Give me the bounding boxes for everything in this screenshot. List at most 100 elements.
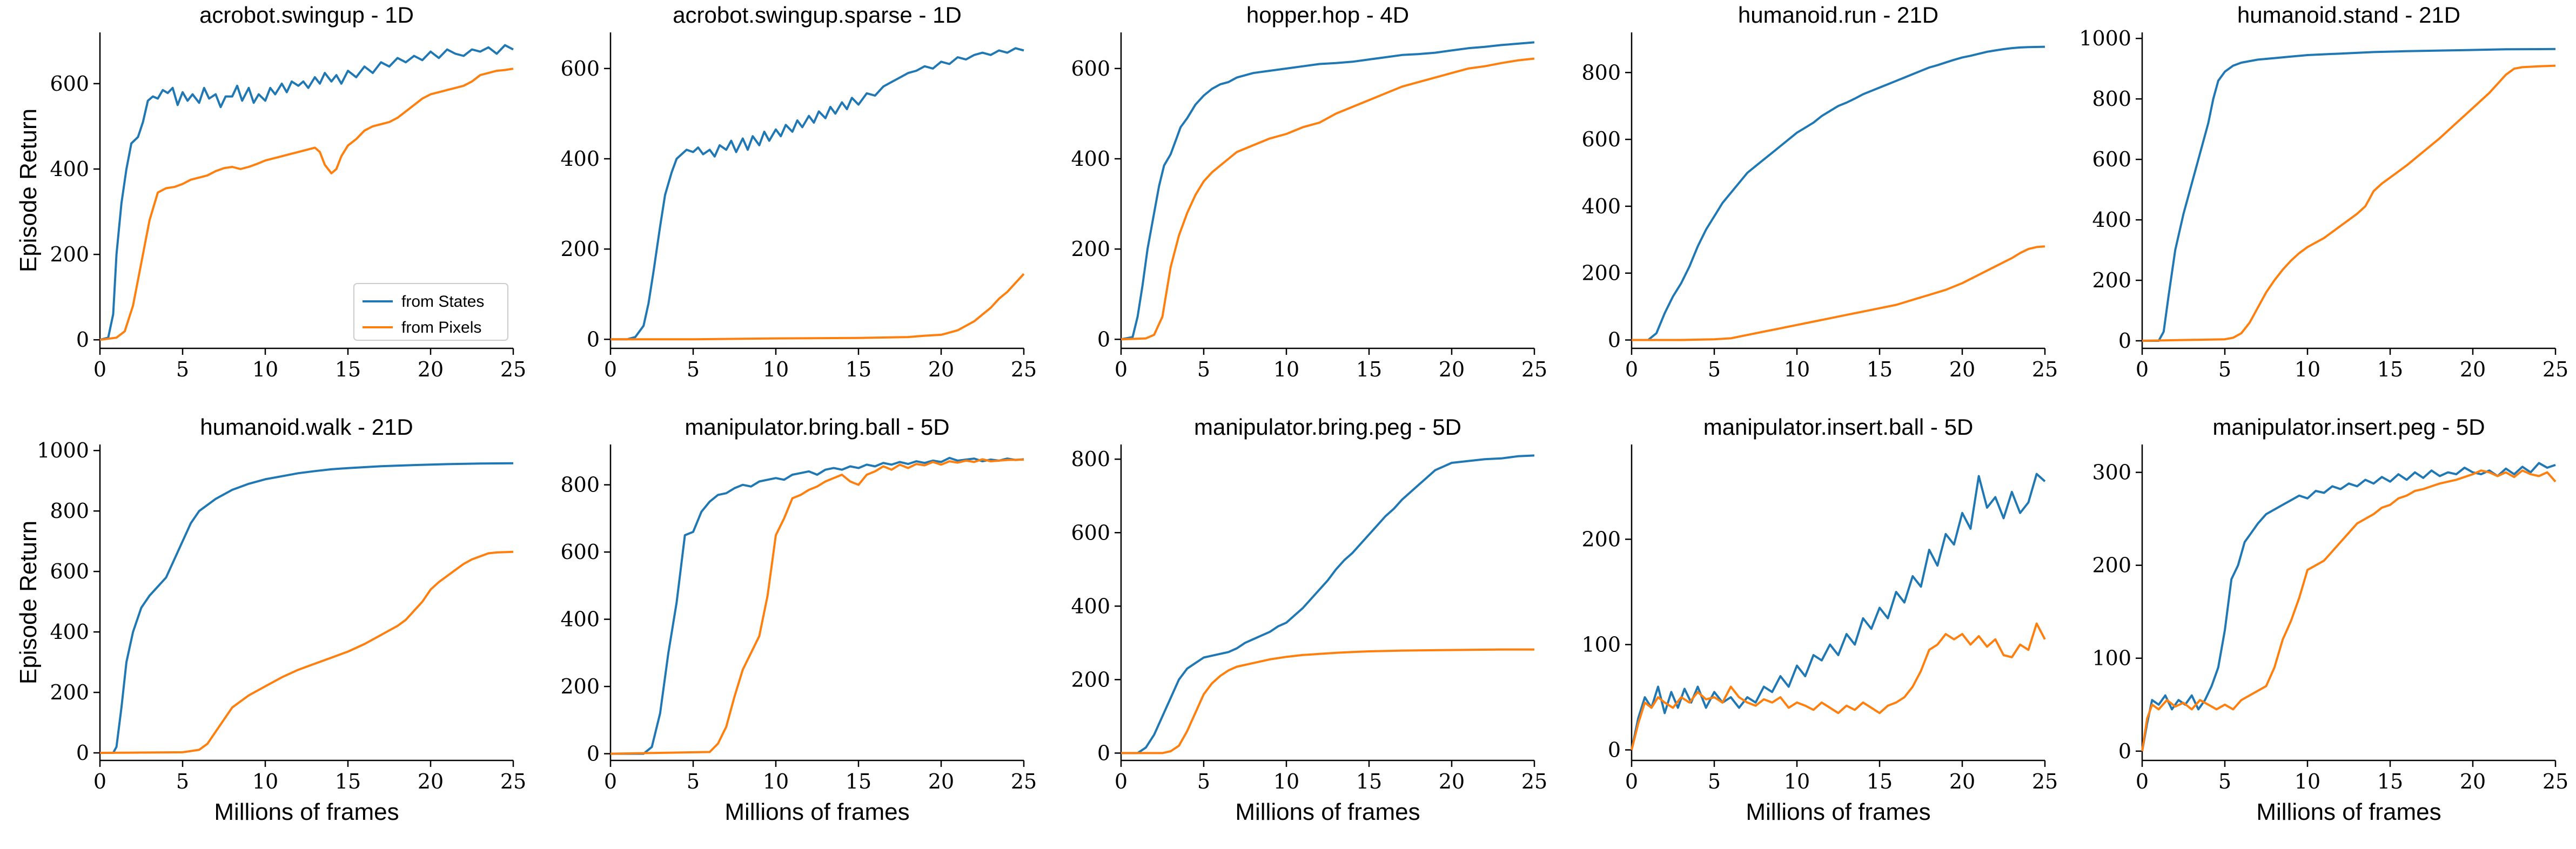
x-tick-label: 15: [846, 770, 871, 793]
y-tick-label: 200: [560, 675, 600, 698]
x-tick-label: 25: [1011, 358, 1037, 381]
x-tick-label: 0: [2136, 770, 2149, 793]
x-tick-label: 5: [1708, 358, 1721, 381]
x-tick-label: 5: [687, 358, 700, 381]
series-line-from-pixels: [99, 550, 514, 754]
chart-panel-2: acrobot.swingup.sparse - 1D 0 5 10 15 20 25 0 20…: [560, 2, 1037, 381]
legend: from States from Pixels: [353, 283, 508, 341]
x-tick-label: 20: [1439, 358, 1465, 381]
x-tick-label: 10: [763, 358, 789, 381]
x-tick-label: 20: [1949, 770, 1975, 793]
y-tick-label: 200: [2092, 268, 2131, 292]
legend-box: [353, 283, 508, 341]
panel-title: acrobot.swingup.sparse - 1D: [673, 2, 962, 28]
y-tick-label: 200: [1581, 528, 1621, 551]
y-tick-label: 800: [560, 473, 600, 497]
series-line-from-pixels: [610, 458, 1024, 755]
x-axis-label: Millions of frames: [1235, 799, 1420, 825]
x-tick-label: 10: [1273, 770, 1299, 793]
x-tick-label: 25: [1011, 770, 1037, 793]
y-tick-label: 0: [76, 741, 89, 765]
y-tick-label: 0: [2118, 329, 2131, 353]
x-tick-label: 10: [1273, 358, 1299, 381]
y-tick-label: 600: [2092, 147, 2131, 171]
y-axis-label: Episode Return: [15, 109, 42, 272]
series-line-from-states: [1121, 41, 1535, 341]
chart-panel-6: humanoid.walk - 21D 0 5 10 15 20 25 0 200 400 600 8…: [15, 414, 526, 825]
x-tick-label: 5: [176, 358, 189, 381]
x-tick-label: 20: [418, 358, 444, 381]
y-tick-label: 200: [2092, 554, 2131, 577]
chart-panel-9: manipulator.insert.ball - 5D 0 5 10 15 20 25 0 1…: [1581, 414, 2058, 825]
y-tick-label: 1000: [2079, 26, 2131, 50]
y-tick-label: 0: [76, 328, 89, 352]
x-tick-label: 25: [2032, 358, 2058, 381]
x-tick-label: 25: [500, 358, 526, 381]
chart-panel-10: manipulator.insert.peg - 5D 0 5 10 15 20 25 0 10…: [2092, 414, 2568, 825]
x-tick-label: 10: [1784, 358, 1810, 381]
y-tick-label: 600: [1071, 521, 1110, 544]
chart-panel-5: humanoid.stand - 21D 0 5 10 15 20 25 0 200 400 600…: [2079, 2, 2568, 381]
x-tick-label: 20: [418, 770, 444, 793]
series-line-from-states: [1632, 45, 2045, 341]
y-tick-label: 0: [1608, 328, 1621, 352]
y-tick-label: 200: [50, 242, 89, 266]
x-tick-label: 25: [500, 770, 526, 793]
legend-entry: from States: [401, 293, 484, 311]
panel-title: manipulator.insert.peg - 5D: [2212, 414, 2485, 440]
x-tick-label: 0: [1115, 358, 1128, 381]
y-tick-label: 0: [1097, 741, 1110, 765]
panel-title: manipulator.bring.peg - 5D: [1194, 414, 1461, 440]
series-line-from-pixels: [2141, 469, 2557, 752]
series-line-from-states: [2141, 462, 2556, 752]
y-tick-label: 100: [1581, 633, 1621, 657]
x-tick-label: 10: [2295, 770, 2320, 793]
x-axis-label: Millions of frames: [1746, 799, 1930, 825]
y-tick-label: 200: [1071, 668, 1110, 691]
x-tick-label: 15: [2377, 770, 2403, 793]
panel-title: acrobot.swingup - 1D: [199, 2, 414, 28]
x-tick-label: 5: [2218, 770, 2231, 793]
series-line-from-states: [611, 47, 1024, 341]
y-tick-label: 0: [1097, 327, 1110, 351]
y-tick-label: 200: [560, 237, 600, 261]
x-tick-label: 15: [335, 770, 361, 793]
y-tick-label: 400: [2092, 208, 2131, 232]
panel-title: humanoid.stand - 21D: [2237, 2, 2460, 28]
series-line-from-states: [2142, 48, 2556, 342]
x-tick-label: 0: [93, 770, 106, 793]
x-tick-label: 25: [1521, 358, 1547, 381]
y-tick-label: 600: [1071, 57, 1110, 80]
y-axis-label: Episode Return: [15, 521, 42, 684]
x-tick-label: 0: [604, 358, 617, 381]
y-tick-label: 800: [1071, 447, 1110, 471]
series-line-from-states: [1631, 473, 2046, 750]
x-tick-label: 15: [2377, 358, 2403, 381]
y-tick-label: 800: [1581, 60, 1621, 84]
y-tick-label: 1000: [37, 439, 89, 462]
y-tick-label: 0: [2118, 739, 2131, 763]
x-tick-label: 25: [2543, 770, 2568, 793]
x-tick-label: 25: [1521, 770, 1547, 793]
y-tick-label: 0: [587, 327, 600, 351]
x-tick-label: 20: [1439, 770, 1465, 793]
y-tick-label: 400: [560, 608, 600, 631]
x-tick-label: 5: [1708, 770, 1721, 793]
x-tick-label: 10: [252, 770, 278, 793]
series-line-from-states: [1121, 454, 1535, 754]
x-tick-label: 5: [687, 770, 700, 793]
y-tick-label: 400: [50, 157, 89, 181]
x-tick-label: 0: [2136, 358, 2149, 381]
y-tick-label: 800: [50, 499, 89, 523]
y-tick-label: 600: [50, 72, 89, 96]
panel-title: humanoid.run - 21D: [1738, 2, 1938, 28]
x-tick-label: 20: [2460, 358, 2486, 381]
y-tick-label: 600: [1581, 127, 1621, 151]
y-tick-label: 800: [2092, 87, 2131, 111]
x-tick-label: 15: [1867, 358, 1893, 381]
y-tick-label: 400: [50, 620, 89, 644]
series-line-from-states: [99, 44, 514, 341]
x-axis-label: Millions of frames: [725, 799, 909, 825]
chart-panel-8: manipulator.bring.peg - 5D 0 5 10 15 20 25 0 200…: [1071, 414, 1547, 825]
series-line-from-pixels: [611, 273, 1025, 341]
